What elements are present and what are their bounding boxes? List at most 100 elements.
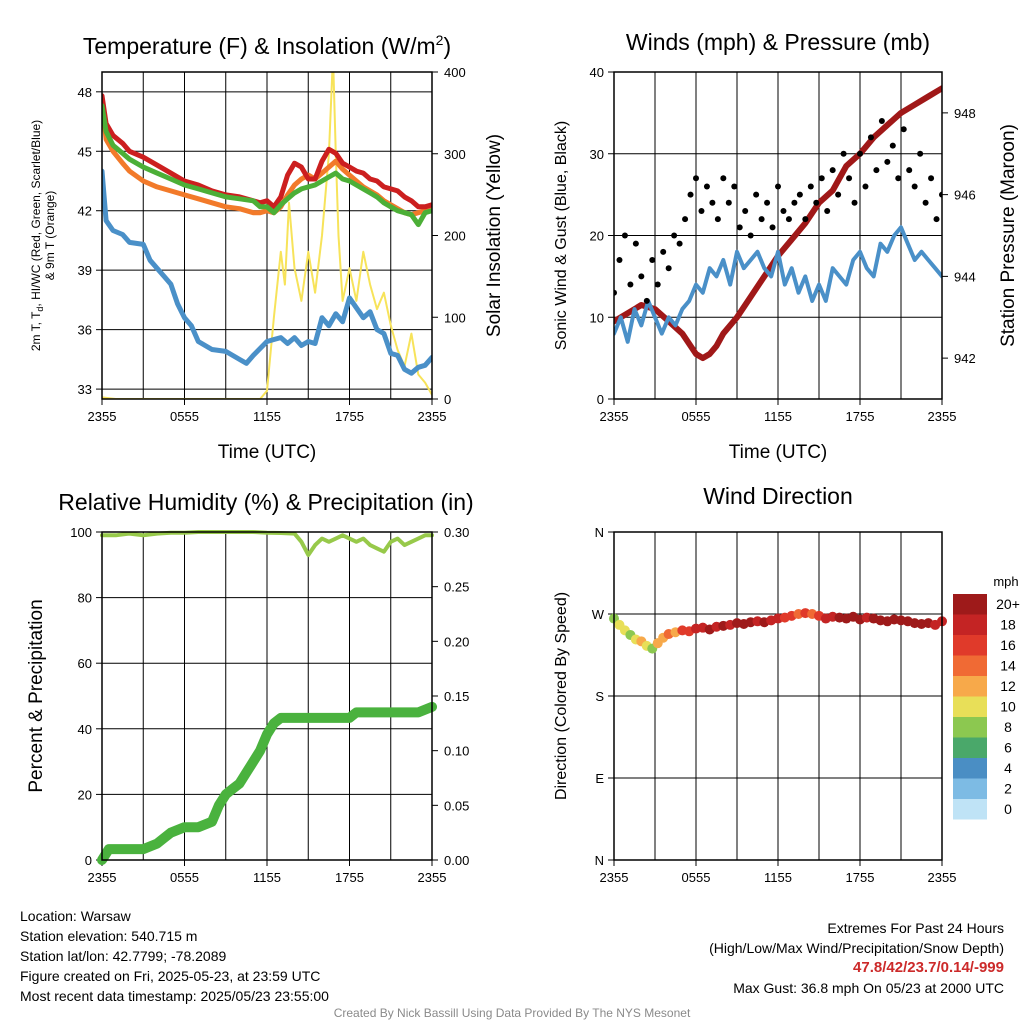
x-tick-label: 2355 bbox=[418, 409, 447, 424]
gust-point bbox=[687, 191, 694, 198]
gust-point bbox=[878, 118, 885, 125]
gust-point bbox=[933, 216, 940, 223]
x-tick-label: 0555 bbox=[682, 870, 711, 885]
gust-point bbox=[720, 175, 727, 182]
legend-label: 2 bbox=[1004, 781, 1012, 797]
gust-point bbox=[846, 175, 853, 182]
legend-label: 20+ bbox=[996, 596, 1020, 612]
gust-point bbox=[862, 183, 869, 190]
plot-border bbox=[613, 71, 943, 400]
plot-border bbox=[101, 531, 433, 861]
latlon-text: Station lat/lon: 42.7799; -78.2089 bbox=[20, 948, 227, 964]
winds-series bbox=[614, 85, 942, 362]
gust-point bbox=[900, 126, 907, 133]
gust-point bbox=[813, 199, 820, 206]
y-tick-label-right: 0 bbox=[444, 392, 451, 407]
gust-point bbox=[676, 240, 683, 247]
legend-title: mph bbox=[993, 574, 1018, 589]
created-text: Figure created on Fri, 2025-05-23, at 23… bbox=[20, 968, 321, 984]
gust-point bbox=[714, 216, 721, 223]
credit-text: Created By Nick Bassill Using Data Provi… bbox=[333, 1006, 691, 1020]
y-axis-label-right: Station Pressure (Maroon) bbox=[998, 124, 1019, 347]
gust-point bbox=[627, 281, 634, 288]
y-tick-label: 10 bbox=[590, 310, 604, 325]
gust-point bbox=[802, 216, 809, 223]
y-tick-label: 36 bbox=[78, 323, 92, 338]
gust-point bbox=[649, 257, 656, 264]
y-axis-label-left: 2m T, Td, HI/WC (Red, Green, Scarlet/Blu… bbox=[29, 120, 45, 351]
y-axis-label-left: Percent & Precipitation bbox=[26, 599, 47, 792]
gust-point bbox=[731, 183, 738, 190]
y-tick-label-right: 942 bbox=[954, 351, 976, 366]
y-tick-label-right: 200 bbox=[444, 229, 466, 244]
legend-label: 10 bbox=[1000, 699, 1016, 715]
x-tick-label: 2355 bbox=[88, 409, 117, 424]
y-tick-label: 45 bbox=[78, 144, 92, 159]
x-tick-label: 1155 bbox=[253, 409, 281, 424]
y-tick-label: S bbox=[595, 689, 604, 704]
x-tick-label: 1155 bbox=[253, 870, 281, 885]
y-tick-label: 40 bbox=[590, 65, 604, 80]
legend-swatch bbox=[953, 594, 987, 615]
gust-point bbox=[758, 216, 765, 223]
gust-point bbox=[616, 257, 623, 264]
y-tick-label: N bbox=[595, 525, 604, 540]
location-text: Location: Warsaw bbox=[20, 908, 131, 924]
plot-border bbox=[101, 71, 433, 400]
series-line-red bbox=[102, 93, 432, 210]
gust-point bbox=[835, 191, 842, 198]
station-info: Location: Warsaw Station elevation: 540.… bbox=[20, 906, 329, 1006]
gust-point bbox=[654, 281, 661, 288]
legend-label: 14 bbox=[1000, 658, 1016, 674]
y-tick-label-right: 948 bbox=[954, 106, 976, 121]
y-tick-label: 30 bbox=[590, 147, 604, 162]
x-tick-label: 1755 bbox=[846, 409, 875, 424]
series-line-wind bbox=[614, 225, 942, 344]
gust-point bbox=[824, 207, 831, 214]
series-line-precip bbox=[97, 701, 437, 865]
gust-point bbox=[818, 175, 825, 182]
direction-panel: 2355 0555 1155 1755 2355 N E S W N Wind Direction D… bbox=[553, 483, 1020, 885]
x-tick-label: 0555 bbox=[170, 409, 199, 424]
legend-label: 4 bbox=[1004, 760, 1012, 776]
y-axis-label-left-line2: & 9m T (Orange) bbox=[43, 191, 57, 281]
gust-point bbox=[851, 199, 858, 206]
y-tick-label: 33 bbox=[78, 382, 92, 397]
x-tick-label: 1155 bbox=[764, 870, 792, 885]
temperature-series bbox=[102, 72, 432, 399]
humidity-panel: 2355 0555 1155 1755 2355 0 20 40 60 80 100 0.00 0.05… bbox=[26, 489, 474, 885]
y-tick-label-right: 0.25 bbox=[444, 580, 469, 595]
gust-point bbox=[698, 207, 705, 214]
y-tick-label: 39 bbox=[78, 263, 92, 278]
y-tick-label: 42 bbox=[78, 204, 92, 219]
extremes-info: Extremes For Past 24 Hours (High/Low/Max… bbox=[709, 918, 1004, 998]
y-axis-label-left: Sonic Wind & Gust (Blue, Black) bbox=[553, 121, 570, 350]
temperature-panel: 2355 0555 1155 1755 2355 33 36 39 42 45 48 0 100 200 3… bbox=[29, 32, 505, 463]
gust-point bbox=[764, 199, 771, 206]
elevation-text: Station elevation: 540.715 m bbox=[20, 928, 198, 944]
legend-swatch bbox=[953, 717, 987, 738]
y-tick-label: 80 bbox=[78, 591, 92, 606]
chart-title: Winds (mph) & Pressure (mb) bbox=[626, 29, 930, 55]
legend-label: 6 bbox=[1004, 740, 1012, 756]
legend-swatch bbox=[953, 676, 987, 697]
x-axis-label: Time (UTC) bbox=[218, 442, 317, 463]
gust-point bbox=[873, 167, 880, 174]
series-line-yellow bbox=[102, 72, 432, 399]
x-tick-label: 1755 bbox=[335, 409, 364, 424]
legend-swatch bbox=[953, 635, 987, 656]
gust-point bbox=[884, 158, 891, 165]
max-gust-text: Max Gust: 36.8 mph On 05/23 at 2000 UTC bbox=[733, 980, 1004, 996]
extremes-values: 47.8/42/23.7/0.14/-999 bbox=[853, 959, 1004, 976]
gust-point bbox=[928, 175, 935, 182]
gust-point bbox=[753, 191, 760, 198]
legend-swatch bbox=[953, 799, 987, 820]
gust-point bbox=[725, 199, 732, 206]
y-tick-label-right: 300 bbox=[444, 147, 466, 162]
y-tick-label: E bbox=[595, 771, 604, 786]
gust-point bbox=[791, 199, 798, 206]
y-tick-label: 0 bbox=[597, 392, 604, 407]
y-tick-label-right: 100 bbox=[444, 310, 466, 325]
legend-label: 16 bbox=[1000, 637, 1016, 653]
